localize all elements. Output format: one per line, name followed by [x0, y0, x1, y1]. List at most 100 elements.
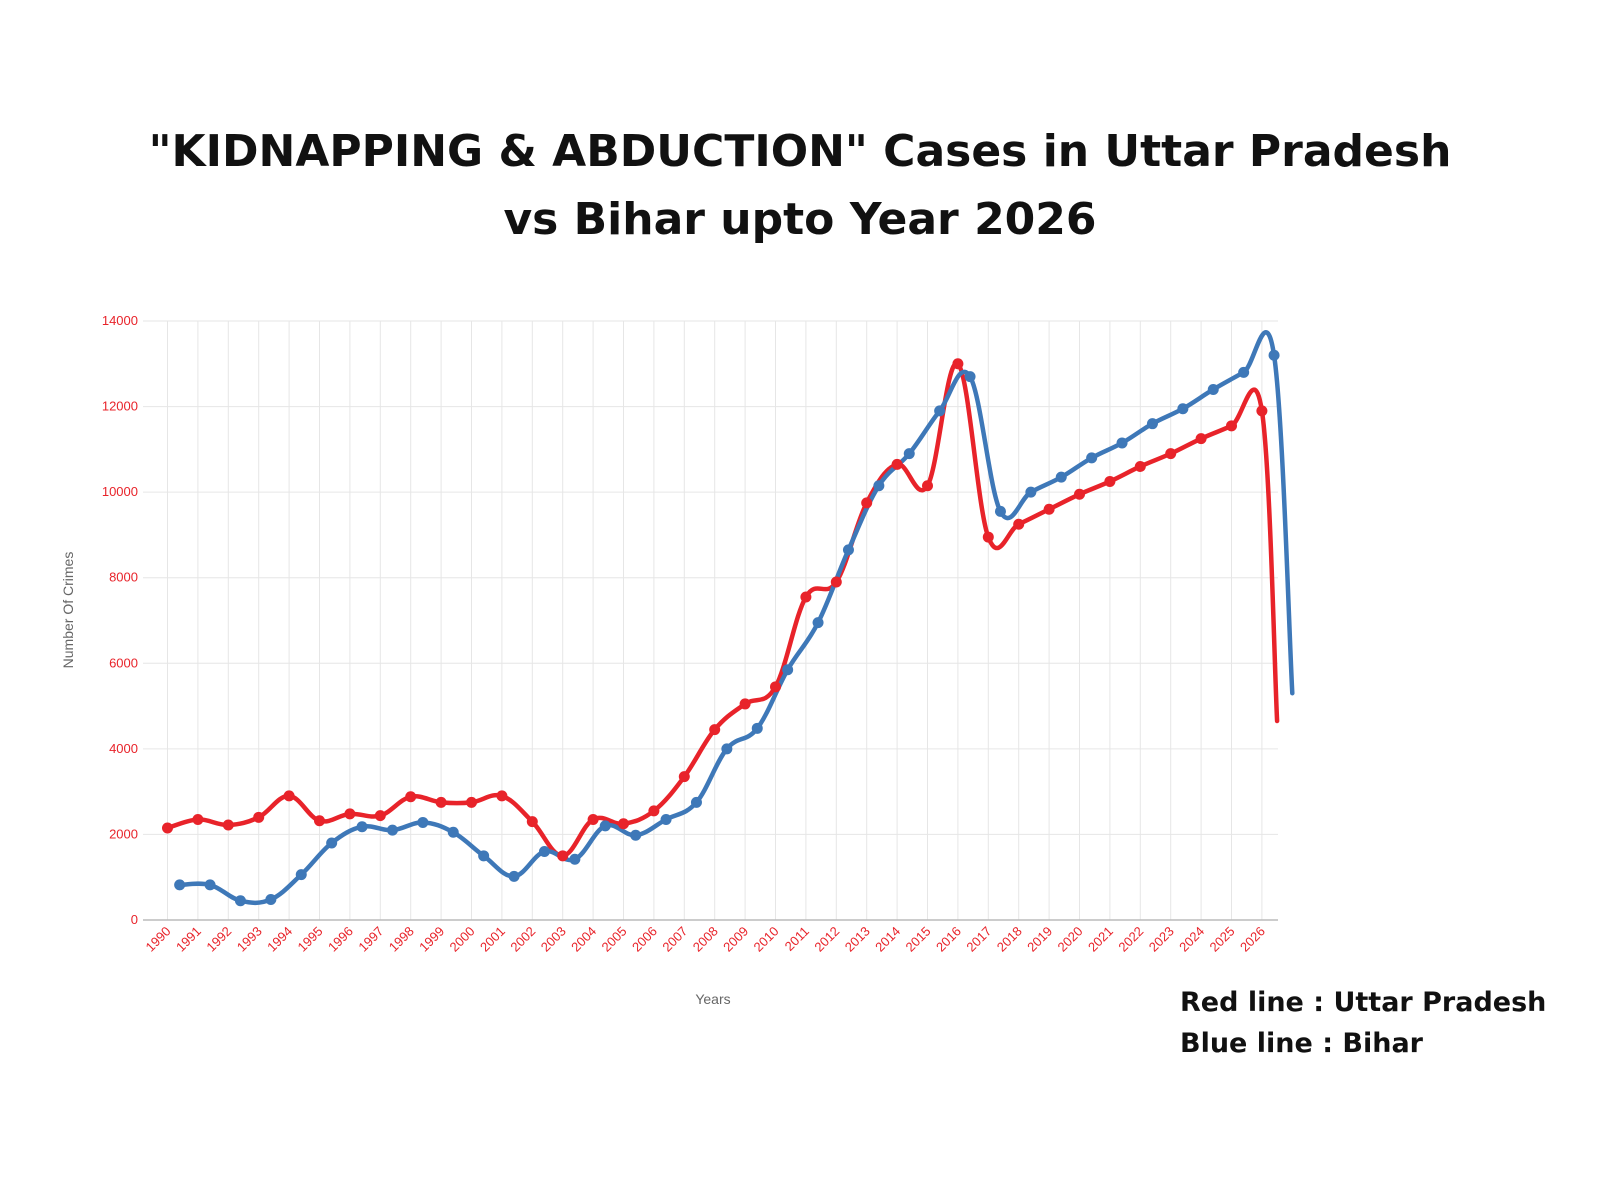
x-tick-label: 2013 [842, 924, 873, 955]
x-tick-label: 1997 [355, 924, 386, 955]
data-point-blue [842, 544, 854, 556]
x-tick-label: 2014 [872, 924, 903, 955]
x-tick-label: 2000 [447, 924, 478, 955]
data-point-blue [538, 846, 550, 858]
x-tick-label: 1996 [325, 924, 356, 955]
x-tick-label: 2022 [1115, 924, 1146, 955]
y-tick-label: 10000 [102, 484, 138, 499]
data-point-red [405, 791, 417, 803]
data-point-red [162, 822, 173, 834]
chart-title-line-1: "KIDNAPPING & ABDUCTION" Cases in Uttar … [148, 126, 1452, 177]
series-line-red [165, 361, 1280, 859]
data-point-red [314, 815, 325, 827]
data-point-red [1165, 448, 1177, 460]
data-point-red [1195, 433, 1207, 445]
data-point-blue [356, 821, 368, 833]
y-tick-label: 6000 [109, 655, 138, 670]
x-tick-label: 1999 [416, 924, 447, 955]
chart-title-line-2: vs Bihar upto Year 2026 [503, 194, 1097, 245]
x-tick-label: 2004 [568, 924, 599, 955]
x-tick-label: 1995 [295, 924, 326, 955]
data-point-red [800, 591, 812, 603]
x-axis-title: Years [695, 991, 730, 1007]
x-tick-label: 2019 [1024, 924, 1055, 955]
x-tick-label: 2001 [477, 924, 508, 955]
series-layer [162, 330, 1295, 907]
data-point-blue [630, 829, 642, 841]
y-tick-label: 2000 [109, 826, 138, 841]
data-point-blue [326, 837, 338, 849]
data-point-red [1226, 420, 1237, 432]
data-point-red [982, 531, 994, 543]
data-point-blue [1207, 383, 1219, 395]
data-point-red [253, 811, 265, 823]
chart-title: "KIDNAPPING & ABDUCTION" Cases in Uttar … [0, 118, 1600, 254]
y-tick-label: 14000 [102, 313, 138, 328]
data-point-blue [204, 879, 216, 891]
data-point-blue [1238, 366, 1250, 378]
data-point-red [1104, 475, 1116, 487]
data-point-blue [1146, 418, 1158, 430]
data-point-blue [265, 893, 277, 905]
x-tick-label: 2011 [782, 924, 812, 954]
data-point-red [1074, 488, 1085, 500]
data-point-blue [1116, 437, 1128, 449]
data-point-blue [569, 853, 581, 865]
data-point-red [1134, 460, 1146, 472]
data-point-red [770, 681, 781, 693]
data-point-red [648, 805, 660, 817]
y-axis-title: Number Of Crimes [60, 552, 76, 669]
x-tick-label: 2007 [659, 924, 690, 955]
data-point-red [709, 724, 721, 736]
axes: 0 2000 4000 6000 8000 10000 12000 14000 1990 1991… [102, 313, 1278, 955]
data-point-red [496, 790, 508, 802]
data-point-blue [782, 664, 794, 676]
y-tick-label: 0 [131, 912, 138, 927]
data-point-blue [1177, 403, 1189, 415]
data-point-red [922, 480, 933, 492]
data-point-red [861, 497, 873, 509]
x-tick-label: 1991 [173, 924, 204, 955]
data-point-red [283, 790, 295, 802]
data-point-blue [721, 743, 733, 755]
x-tick-label: 2023 [1146, 924, 1177, 955]
data-point-blue [508, 870, 520, 882]
data-point-red [192, 813, 204, 825]
data-point-blue [934, 405, 946, 417]
data-point-blue [903, 448, 915, 460]
data-point-red [891, 458, 903, 470]
data-point-red [526, 816, 538, 828]
data-point-blue [1025, 486, 1037, 498]
data-point-red [466, 796, 477, 808]
data-point-blue [386, 824, 398, 836]
legend: Red line : Uttar Pradesh Blue line : Bih… [1180, 982, 1546, 1064]
data-point-blue [964, 371, 976, 383]
data-point-blue [174, 879, 186, 891]
data-point-blue [234, 895, 246, 907]
x-tick-label: 1993 [234, 924, 265, 955]
x-tick-label: 2020 [1055, 924, 1086, 955]
data-point-blue [447, 826, 459, 838]
legend-blue-entry: Blue line : Bihar [1180, 1028, 1423, 1059]
data-point-blue [812, 617, 824, 629]
x-tick-label: 1994 [264, 924, 295, 955]
x-tick-label: 2025 [1207, 924, 1238, 955]
x-tick-label: 2016 [933, 924, 964, 955]
data-point-red [1013, 518, 1025, 530]
data-point-red [344, 808, 356, 820]
x-tick-label: 2008 [690, 924, 721, 955]
data-point-red [435, 796, 447, 808]
data-point-blue [994, 505, 1006, 517]
legend-red-entry: Red line : Uttar Pradesh [1180, 987, 1547, 1018]
data-point-red [557, 850, 569, 862]
x-tick-label: 2015 [903, 924, 934, 955]
x-tick-label: 2006 [629, 924, 660, 955]
data-point-red [374, 810, 386, 822]
data-point-blue [417, 816, 429, 828]
data-point-blue [690, 796, 702, 808]
data-point-red [1043, 503, 1055, 515]
data-point-blue [660, 813, 672, 825]
data-point-blue [1086, 452, 1098, 464]
data-point-blue [1268, 349, 1280, 361]
